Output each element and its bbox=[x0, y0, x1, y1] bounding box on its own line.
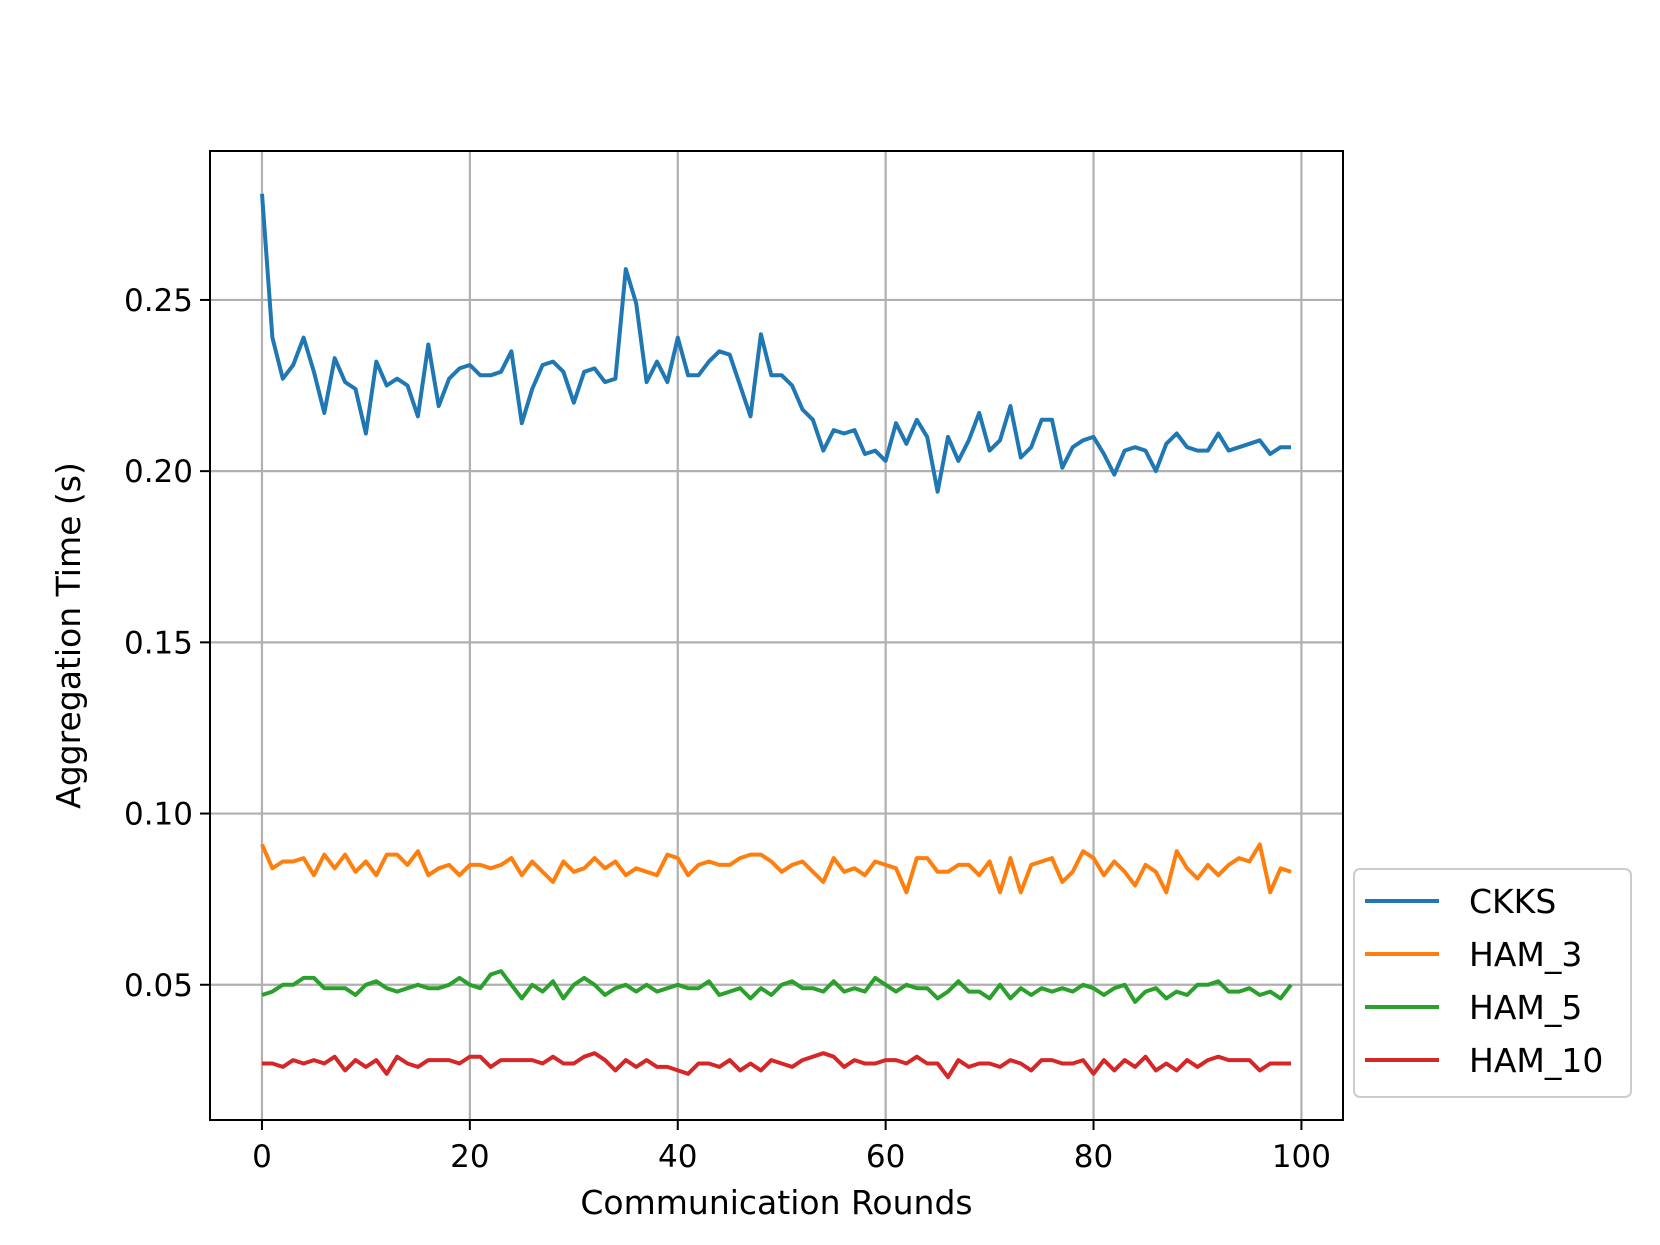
legend-box bbox=[1353, 868, 1632, 1098]
y-tick-label: 0.25 bbox=[124, 283, 193, 319]
plot-frame bbox=[209, 150, 1344, 1121]
y-tick-label: 0.10 bbox=[124, 797, 193, 833]
y-tick-label: 0.05 bbox=[124, 968, 193, 1004]
x-axis: 0 20 40 60 80 100 bbox=[252, 1120, 1331, 1175]
x-tick-label: 20 bbox=[450, 1139, 489, 1175]
x-tick-label: 100 bbox=[1272, 1139, 1331, 1175]
x-tick-label: 40 bbox=[658, 1139, 697, 1175]
series-line-ham-3 bbox=[260, 842, 1292, 895]
x-tick-label: 60 bbox=[866, 1139, 905, 1175]
x-axis-title: Communication Rounds bbox=[580, 1183, 972, 1222]
series-line-ckks bbox=[260, 193, 1291, 494]
y-axis: 0.05 0.10 0.15 0.20 0.25 bbox=[124, 283, 210, 1004]
x-tick-label: 0 bbox=[252, 1139, 272, 1175]
x-tick-label: 80 bbox=[1074, 1139, 1113, 1175]
legend-label-ham-5: HAM_5 bbox=[1469, 988, 1582, 1027]
series-group bbox=[260, 193, 1293, 1080]
series-line-ham-10 bbox=[262, 1051, 1291, 1080]
y-tick-label: 0.15 bbox=[124, 625, 193, 661]
legend-label-ckks: CKKS bbox=[1469, 882, 1556, 921]
legend: CKKS HAM_3 HAM_5 HAM_10 bbox=[1353, 868, 1632, 1098]
y-tick-label: 0.20 bbox=[124, 454, 193, 490]
legend-label-ham-10: HAM_10 bbox=[1469, 1041, 1603, 1080]
legend-label-ham-3: HAM_3 bbox=[1469, 935, 1582, 974]
y-axis-title: Aggregation Time (s) bbox=[49, 462, 88, 809]
series-line-ham-5 bbox=[261, 969, 1293, 1004]
